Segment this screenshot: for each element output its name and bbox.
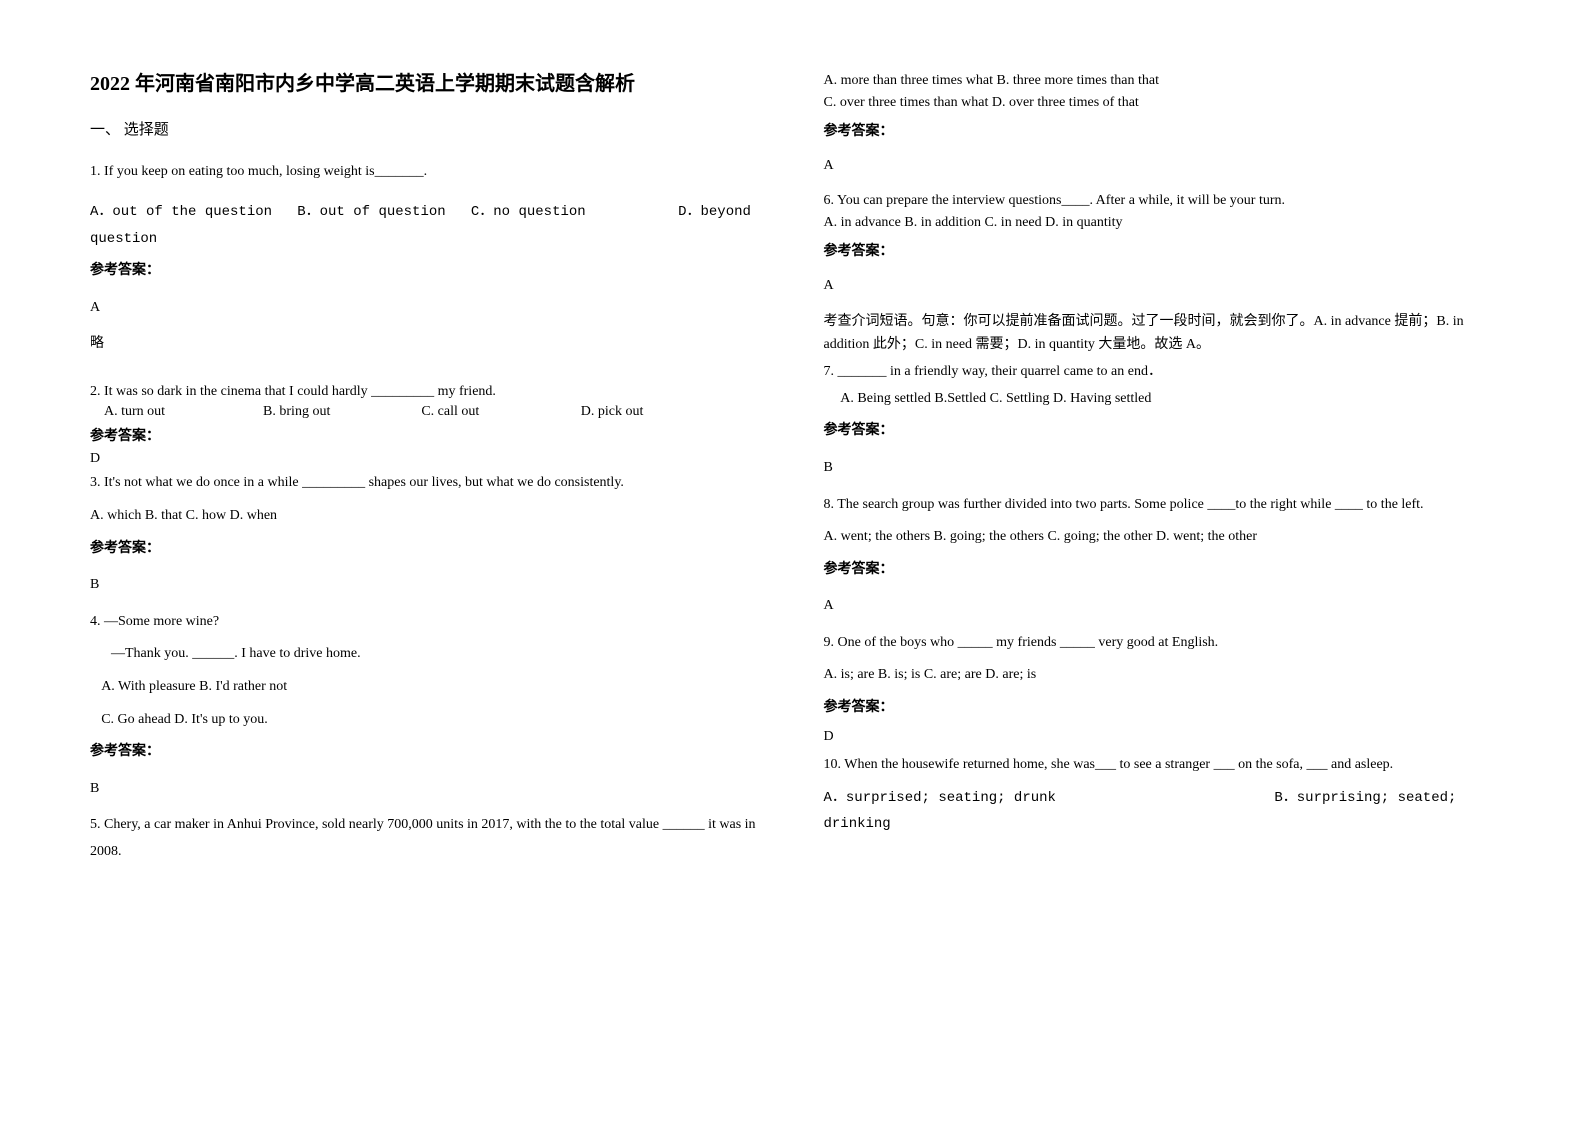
- question-text: 4. —Some more wine?: [90, 609, 764, 636]
- answer-label: 参考答案：: [824, 695, 1498, 722]
- right-column: A. more than three times what B. three m…: [824, 70, 1498, 868]
- answer-note: 略: [90, 331, 764, 358]
- answer-label: 参考答案：: [90, 427, 764, 447]
- answer: A: [824, 593, 1498, 620]
- question-text: 5. Chery, a car maker in Anhui Province,…: [90, 812, 764, 865]
- question-text: 6. You can prepare the interview questio…: [824, 190, 1498, 212]
- question-6: 6. You can prepare the interview questio…: [824, 190, 1498, 357]
- answer: B: [824, 455, 1498, 482]
- answer-label: 参考答案：: [824, 418, 1498, 445]
- page-container: 2022 年河南省南阳市内乡中学高二英语上学期期末试题含解析 一、 选择题 1.…: [90, 70, 1497, 868]
- question-5: 5. Chery, a car maker in Anhui Province,…: [90, 812, 764, 865]
- question-options: A. more than three times what B. three m…: [824, 70, 1498, 92]
- question-9: 9. One of the boys who _____ my friends …: [824, 630, 1498, 750]
- question-text-line2: —Thank you. ______. I have to drive home…: [90, 641, 764, 668]
- question-options: A. With pleasure B. I'd rather not: [90, 674, 764, 701]
- question-5-options: A. more than three times what B. three m…: [824, 70, 1498, 180]
- answer-label: 参考答案：: [90, 536, 764, 563]
- question-1: 1. If you keep on eating too much, losin…: [90, 159, 764, 359]
- answer: A: [824, 273, 1498, 300]
- question-text: 8. The search group was further divided …: [824, 492, 1498, 519]
- question-options: A．surprised; seating; drunk B．surprising…: [824, 785, 1498, 838]
- question-options: C. Go ahead D. It's up to you.: [90, 707, 764, 734]
- question-text: 7. _______ in a friendly way, their quar…: [824, 359, 1498, 386]
- question-2: 2. It was so dark in the cinema that I c…: [90, 382, 764, 468]
- answer: D: [90, 449, 764, 469]
- question-text: 2. It was so dark in the cinema that I c…: [90, 382, 764, 402]
- answer: D: [824, 724, 1498, 751]
- answer-label: 参考答案：: [90, 258, 764, 285]
- question-text: 3. It's not what we do once in a while _…: [90, 470, 764, 497]
- question-7: 7. _______ in a friendly way, their quar…: [824, 359, 1498, 481]
- question-options: A. in advance B. in addition C. in need …: [824, 212, 1498, 234]
- question-options: A. turn out B. bring out C. call out D. …: [90, 402, 764, 422]
- answer-label: 参考答案：: [824, 557, 1498, 584]
- answer: A: [90, 295, 764, 322]
- answer-label: 参考答案：: [90, 739, 764, 766]
- question-text: 1. If you keep on eating too much, losin…: [90, 159, 764, 186]
- question-text: 9. One of the boys who _____ my friends …: [824, 630, 1498, 657]
- section-header: 一、 选择题: [90, 116, 764, 145]
- question-options: A. is; are B. is; is C. are; are D. are;…: [824, 662, 1498, 689]
- question-options: A. went; the others B. going; the others…: [824, 524, 1498, 551]
- left-column: 2022 年河南省南阳市内乡中学高二英语上学期期末试题含解析 一、 选择题 1.…: [90, 70, 764, 868]
- answer: A: [824, 153, 1498, 180]
- question-options: A．out of the question B．out of question …: [90, 199, 764, 252]
- question-4: 4. —Some more wine? —Thank you. ______. …: [90, 609, 764, 803]
- answer: B: [90, 776, 764, 803]
- question-options: A. which B. that C. how D. when: [90, 503, 764, 530]
- answer-explanation: 考查介词短语。句意：你可以提前准备面试问题。过了一段时间，就会到你了。A. in…: [824, 310, 1498, 358]
- question-text: 10. When the housewife returned home, sh…: [824, 752, 1498, 779]
- answer: B: [90, 572, 764, 599]
- question-options: A. Being settled B.Settled C. Settling D…: [824, 386, 1498, 413]
- question-10: 10. When the housewife returned home, sh…: [824, 752, 1498, 838]
- question-3: 3. It's not what we do once in a while _…: [90, 470, 764, 598]
- answer-label: 参考答案：: [824, 241, 1498, 263]
- page-title: 2022 年河南省南阳市内乡中学高二英语上学期期末试题含解析: [90, 70, 764, 98]
- answer-label: 参考答案：: [824, 121, 1498, 143]
- question-options: C. over three times than what D. over th…: [824, 92, 1498, 114]
- question-8: 8. The search group was further divided …: [824, 492, 1498, 620]
